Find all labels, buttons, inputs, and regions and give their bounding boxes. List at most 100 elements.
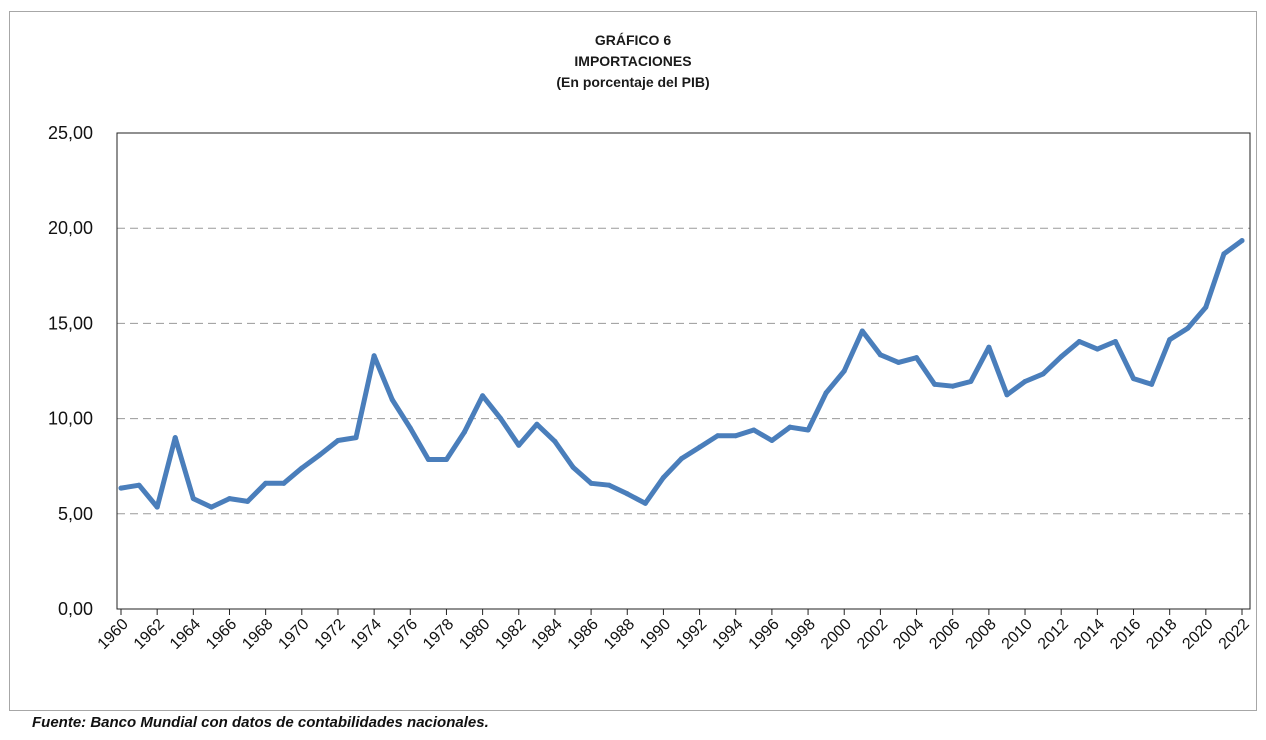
series-line [118, 238, 1245, 510]
data-point [118, 485, 124, 491]
data-point [660, 475, 666, 481]
data-point [389, 397, 395, 403]
data-point [443, 457, 449, 463]
data-point [805, 427, 811, 433]
plot-area [116, 132, 1251, 610]
x-tick-label: 1986 [565, 616, 602, 653]
data-point [1239, 238, 1245, 244]
data-point [715, 433, 721, 439]
y-tick-label: 25,00 [48, 123, 93, 143]
data-point [1094, 346, 1100, 352]
data-point [226, 496, 232, 502]
data-point [407, 425, 413, 431]
data-point [371, 353, 377, 359]
y-tick-label: 10,00 [48, 409, 93, 429]
y-tick-label: 15,00 [48, 313, 93, 333]
data-point [498, 416, 504, 422]
data-point [208, 504, 214, 510]
data-point [895, 359, 901, 365]
data-point [299, 465, 305, 471]
data-point [787, 424, 793, 430]
data-point [353, 435, 359, 441]
data-point [1112, 338, 1118, 344]
data-point [859, 328, 865, 334]
data-point [1058, 354, 1064, 360]
x-tick-label: 1972 [312, 616, 349, 653]
y-tick-label: 20,00 [48, 218, 93, 238]
data-point [335, 437, 341, 443]
data-point [841, 368, 847, 374]
x-tick-label: 2014 [1071, 616, 1108, 653]
x-tick-label: 2008 [963, 616, 1000, 653]
x-tick-label: 1994 [709, 616, 746, 653]
data-point [154, 504, 160, 510]
x-tick-label: 2002 [854, 616, 891, 653]
data-point [968, 378, 974, 384]
chart-title: GRÁFICO 6 [594, 32, 672, 48]
data-point [679, 456, 684, 462]
data-point [932, 381, 938, 387]
data-point [1076, 338, 1082, 344]
data-point [986, 344, 992, 350]
data-point [1167, 337, 1173, 343]
data-point [317, 452, 323, 458]
x-tick-label: 1966 [203, 616, 240, 653]
data-point [552, 438, 558, 444]
data-point [642, 500, 648, 506]
data-point [172, 435, 178, 441]
data-point [1131, 376, 1137, 382]
x-tick-label: 2010 [999, 616, 1036, 653]
data-point [914, 355, 920, 361]
data-point [1185, 325, 1191, 331]
data-point [1149, 381, 1155, 387]
data-point [1221, 251, 1227, 257]
data-point [136, 482, 142, 488]
data-point [769, 437, 775, 443]
x-tick-label: 2000 [818, 616, 855, 653]
x-tick-label: 1998 [782, 616, 819, 653]
x-tick-label: 2006 [926, 616, 963, 653]
data-point [190, 496, 196, 502]
data-point [570, 464, 576, 470]
x-tick-label: 2016 [1107, 616, 1144, 653]
y-tick-label: 5,00 [58, 504, 93, 524]
x-tick-label: 1990 [637, 616, 674, 653]
data-point [697, 444, 703, 450]
x-tick-label: 1992 [673, 616, 710, 653]
data-point [588, 480, 594, 486]
source-note: Fuente: Banco Mundial con datos de conta… [32, 714, 489, 731]
x-tick-label: 1978 [420, 616, 457, 653]
x-tick-label: 1962 [131, 616, 168, 653]
data-point [281, 480, 287, 486]
x-tick-label: 2012 [1035, 616, 1072, 653]
x-tick-label: 1982 [492, 616, 529, 653]
data-point [733, 433, 739, 439]
data-point [480, 393, 486, 399]
data-point [534, 421, 540, 427]
data-point [1203, 304, 1209, 310]
data-point [425, 457, 431, 463]
data-point [624, 491, 630, 497]
data-point [823, 390, 829, 396]
x-tick-label: 1974 [348, 616, 385, 653]
data-point [516, 442, 522, 448]
x-tick-label: 2020 [1179, 616, 1216, 653]
x-tick-label: 2004 [890, 616, 927, 653]
data-point [245, 498, 251, 504]
data-point [462, 429, 468, 435]
y-tick-label: 0,00 [58, 599, 93, 619]
data-point [263, 480, 269, 486]
data-point [950, 383, 956, 389]
x-tick-label: 1980 [456, 616, 493, 653]
data-point [1040, 371, 1046, 377]
data-point [1004, 392, 1010, 398]
chart-frame [9, 11, 1257, 711]
x-tick-label: 1976 [384, 616, 421, 653]
data-point [751, 427, 757, 433]
chart-subtitle: IMPORTACIONES [574, 53, 692, 69]
x-tick-label: 1984 [529, 616, 566, 653]
x-tick-label: 1964 [167, 616, 204, 653]
data-point [606, 482, 612, 488]
data-point [877, 352, 883, 358]
